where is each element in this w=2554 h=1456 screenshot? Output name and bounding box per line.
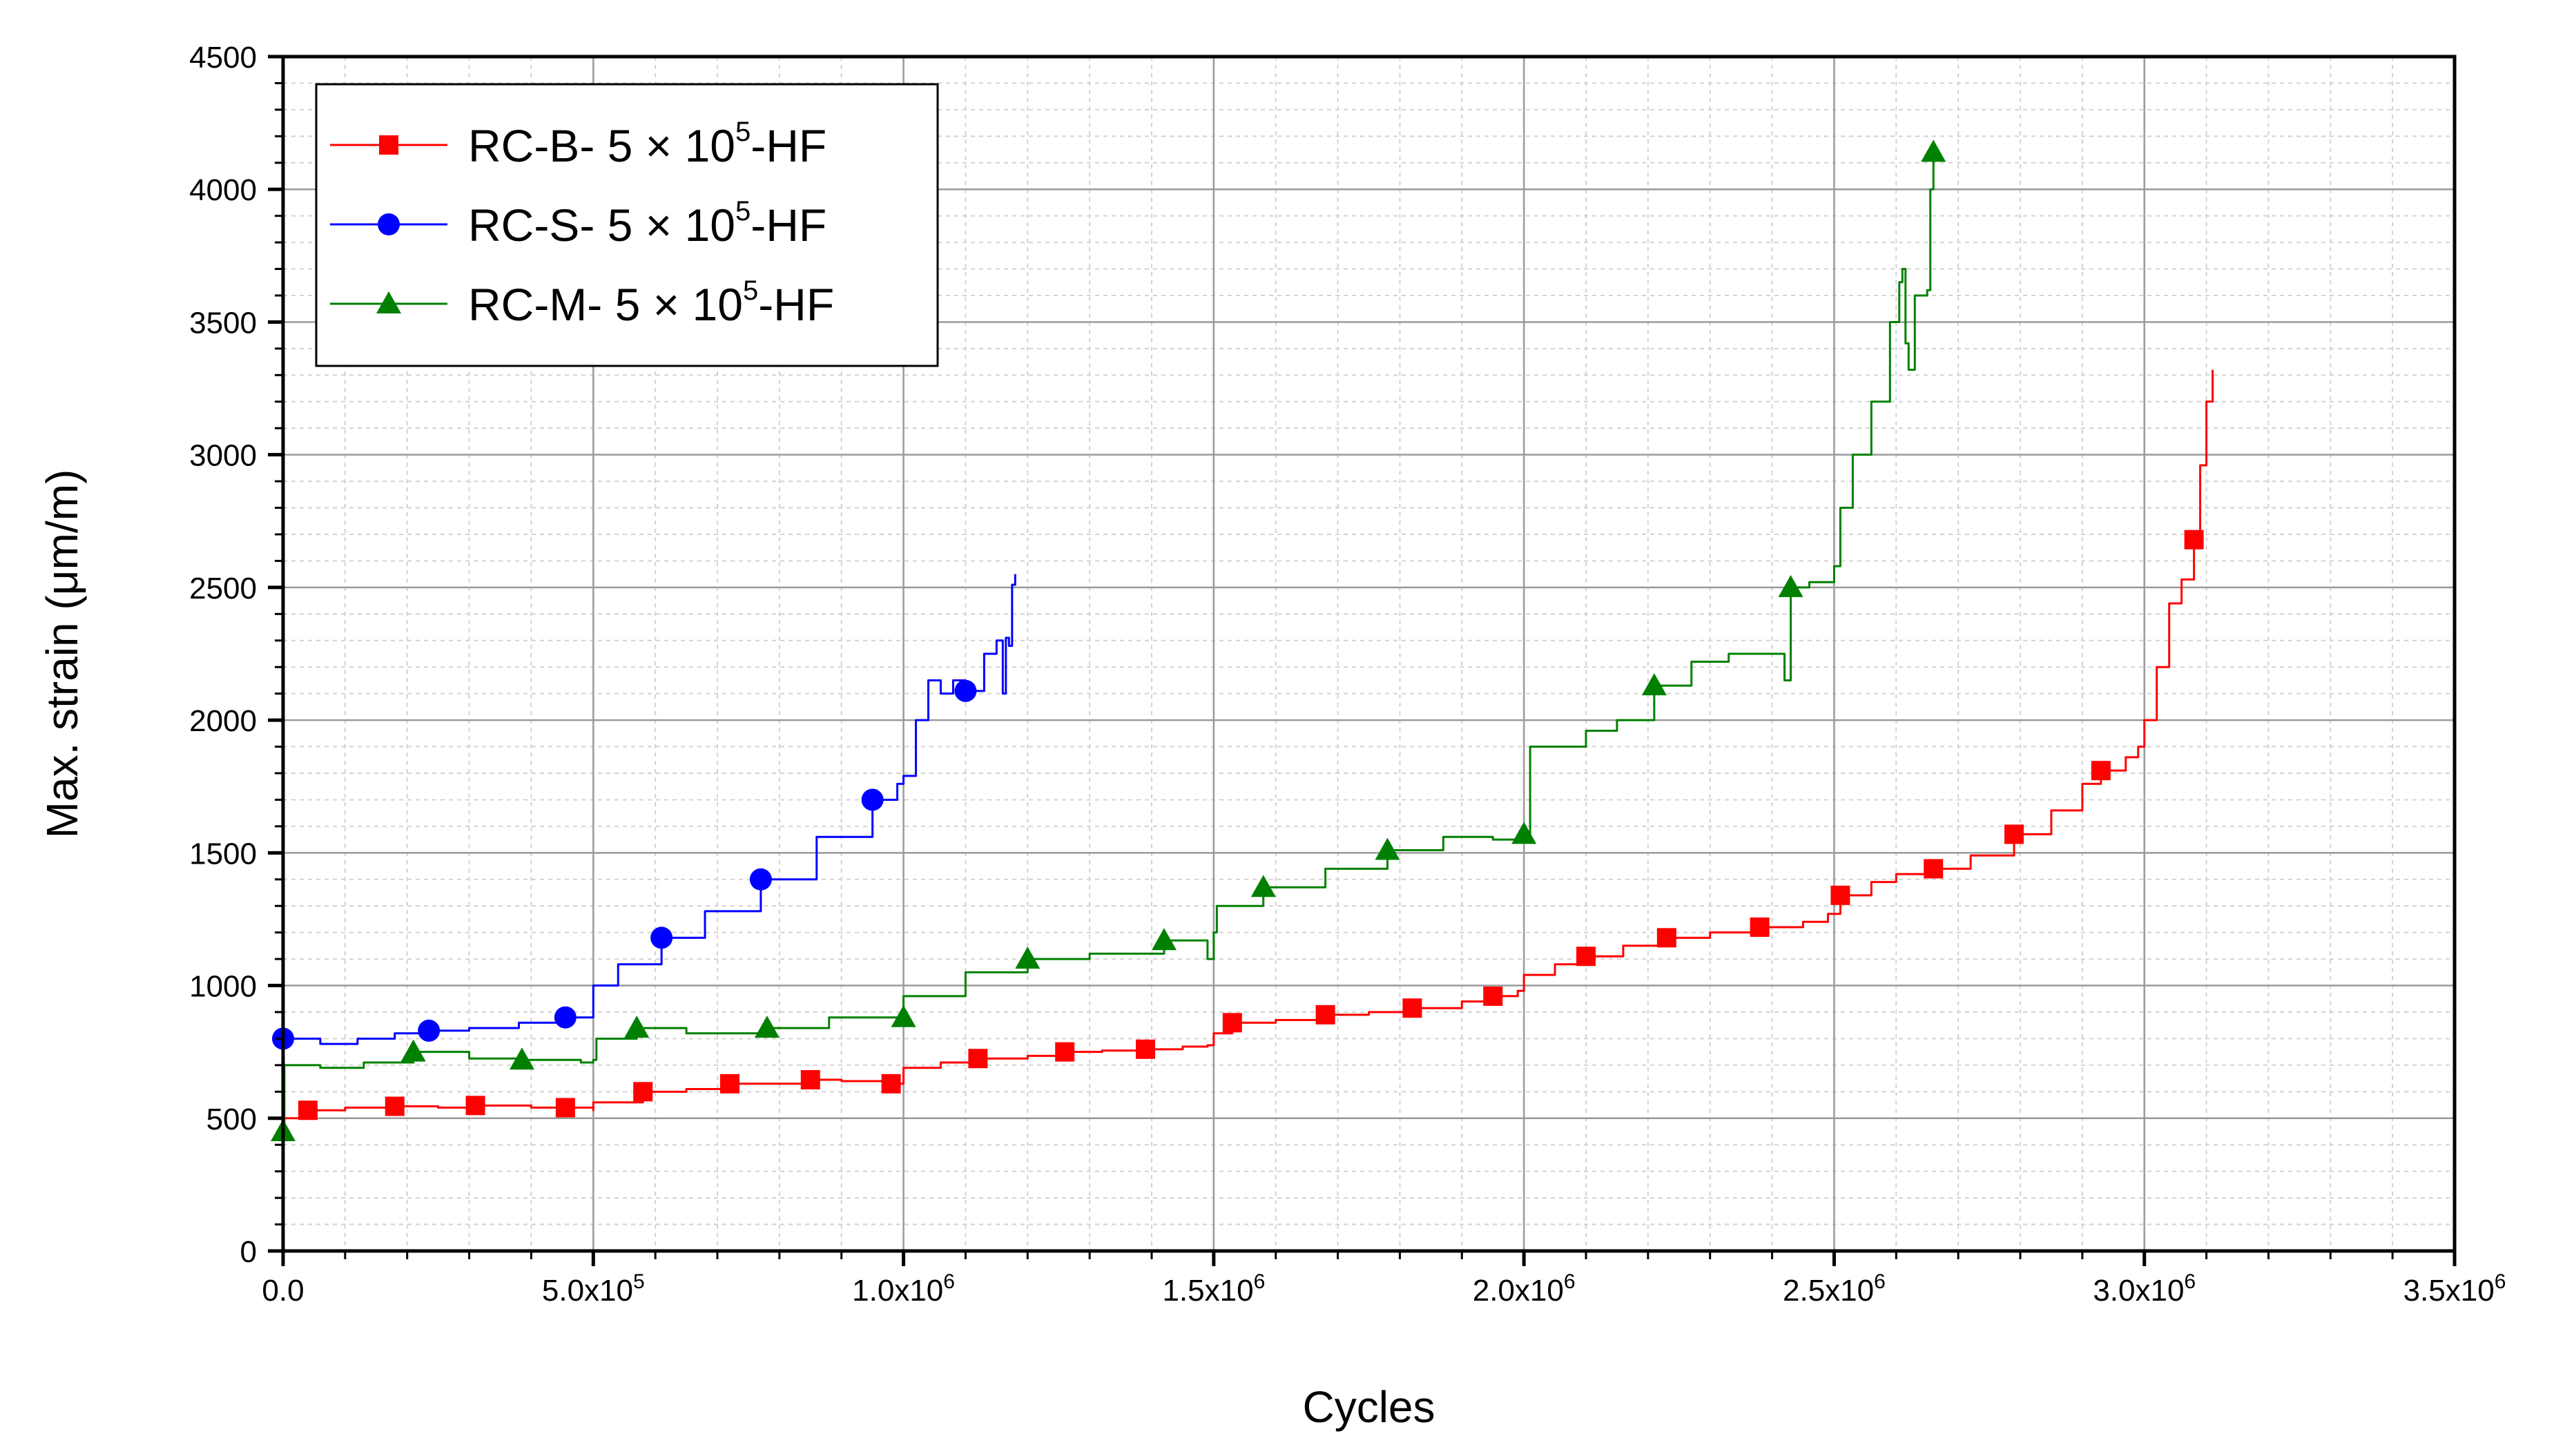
x-tick-label: 2.0x106: [1473, 1270, 1576, 1308]
series-rc-b: [283, 369, 2214, 1120]
legend-entry-rc-s: RC-S- 5 × 105-HF: [330, 196, 826, 251]
data-point-rc-m: [1921, 139, 1946, 162]
plot-frame: [281, 55, 2457, 1253]
data-point-rc-m: [1778, 574, 1803, 597]
legend-label: RC-B- 5 × 105-HF: [468, 117, 826, 171]
series-rc-s: [272, 574, 1016, 1050]
legend-entry-rc-m: RC-M- 5 × 105-HF: [330, 275, 834, 330]
data-point-rc-m: [1375, 837, 1400, 860]
data-point-rc-s: [650, 926, 673, 949]
x-axis-title: Cycles: [1302, 1382, 1435, 1432]
data-point-rc-m: [1250, 875, 1276, 897]
data-point-rc-m: [624, 1016, 650, 1038]
data-point-rc-b: [2004, 824, 2024, 844]
x-tick-label: 1.0x106: [852, 1270, 955, 1308]
data-point-rc-s: [554, 1006, 577, 1029]
y-tick-label: 500: [206, 1103, 257, 1136]
y-tick-label: 3500: [189, 306, 257, 340]
data-point-rc-b: [1222, 1013, 1242, 1033]
legend: RC-B- 5 × 105-HF RC-S- 5 × 105-HF RC-M- 5 …: [315, 83, 939, 367]
data-point-rc-b: [881, 1074, 901, 1094]
series-rc-m: [271, 139, 1946, 1141]
data-point-rc-b: [1136, 1039, 1156, 1059]
y-tick-label: 2500: [189, 572, 257, 605]
x-tick-label: 1.5x106: [1162, 1270, 1265, 1308]
data-point-rc-m: [1015, 947, 1041, 969]
series-line-rc-s: [283, 574, 1016, 1045]
legend-marker: [378, 213, 400, 235]
data-point-rc-b: [1656, 928, 1676, 948]
data-point-rc-b: [1576, 947, 1596, 967]
x-tick-label: 5.0x105: [542, 1270, 645, 1308]
data-point-rc-b: [2091, 761, 2111, 781]
data-point-rc-b: [1402, 998, 1422, 1018]
data-point-rc-b: [719, 1074, 739, 1094]
legend-marker: [376, 291, 401, 313]
data-point-rc-b: [1830, 885, 1850, 905]
data-point-rc-b: [465, 1096, 485, 1116]
data-point-rc-m: [509, 1047, 534, 1070]
series-line-rc-m: [283, 152, 1935, 1133]
data-point-rc-s: [861, 788, 884, 811]
data-point-rc-b: [1055, 1042, 1075, 1062]
data-point-rc-b: [633, 1082, 653, 1102]
y-tick-label: 2000: [189, 704, 257, 738]
data-point-rc-m: [1151, 928, 1177, 951]
data-point-rc-b: [2184, 530, 2204, 550]
data-point-rc-b: [1924, 859, 1944, 879]
axes: 0 500 1000 1500 2000 2500 3000 3500 4000 4500 0.0 5…: [189, 41, 2506, 1308]
data-point-rc-b: [1315, 1004, 1335, 1025]
y-tick-label: 4000: [189, 173, 257, 207]
y-axis-title: Max. strain (μm/m): [37, 469, 87, 839]
y-tick-label: 4500: [189, 41, 257, 75]
plot-series: [271, 139, 2214, 1141]
data-point-rc-b: [555, 1098, 575, 1118]
data-point-rc-m: [754, 1016, 780, 1038]
data-point-rc-s: [418, 1019, 441, 1042]
legend-label: RC-M- 5 × 105-HF: [468, 275, 834, 330]
data-point-rc-b: [800, 1070, 820, 1090]
data-point-rc-b: [1750, 917, 1770, 937]
data-point-rc-m: [891, 1004, 916, 1027]
data-point-rc-m: [1641, 673, 1667, 696]
x-tick-label: 2.5x106: [1783, 1270, 1886, 1308]
data-point-rc-s: [749, 868, 772, 891]
data-point-rc-b: [968, 1049, 988, 1069]
x-tick-label: 3.5x106: [2403, 1270, 2506, 1308]
y-tick-label: 3000: [189, 439, 257, 473]
series-line-rc-b: [283, 369, 2214, 1120]
x-tick-label: 0.0: [262, 1274, 304, 1308]
legend-entry-rc-b: RC-B- 5 × 105-HF: [330, 117, 826, 171]
data-point-rc-m: [400, 1039, 426, 1062]
x-tick-label: 3.0x106: [2093, 1270, 2196, 1308]
data-point-rc-b: [1483, 986, 1503, 1006]
y-tick-label: 1500: [189, 837, 257, 871]
data-point-rc-b: [385, 1096, 405, 1116]
y-tick-label: 1000: [189, 970, 257, 1004]
y-tick-label: 0: [240, 1235, 257, 1269]
legend-label: RC-S- 5 × 105-HF: [468, 196, 826, 251]
data-point-rc-b: [298, 1100, 318, 1120]
legend-marker: [379, 135, 398, 155]
data-point-rc-s: [954, 679, 977, 702]
data-point-rc-m: [1511, 822, 1537, 844]
